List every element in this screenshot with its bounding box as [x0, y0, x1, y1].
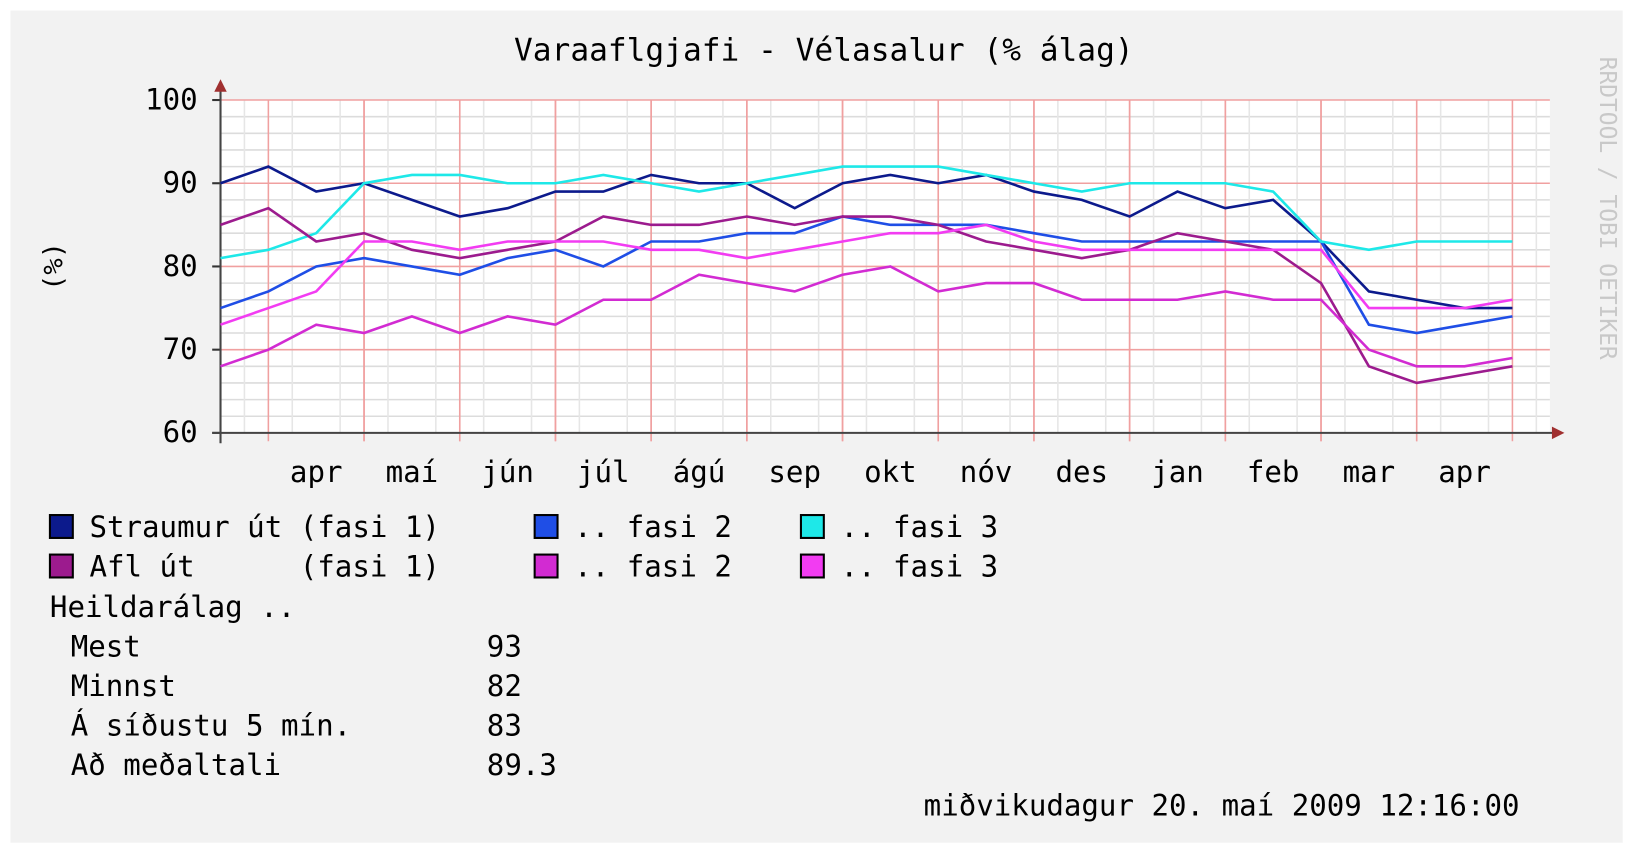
- legend-label: .. fasi 3: [840, 510, 998, 544]
- legend-label: .. fasi 3: [840, 549, 998, 583]
- series-line: [220, 206, 1513, 385]
- stats-heading: Heildarálag ..: [50, 590, 295, 624]
- series-line: [220, 215, 1513, 335]
- y-tick-label: 70: [163, 332, 198, 366]
- x-tick-label: feb: [1247, 455, 1300, 489]
- x-tick-label: apr: [290, 455, 343, 489]
- x-tick-label: mar: [1343, 455, 1396, 489]
- stats-value: 93: [487, 630, 522, 664]
- stats-label: Minnst: [71, 669, 176, 703]
- legend-label: .. fasi 2: [574, 510, 732, 544]
- legend-swatch: [799, 514, 825, 539]
- stats-value: 82: [487, 669, 522, 703]
- legend-swatch: [533, 514, 559, 539]
- x-tick-label: ágú: [673, 455, 726, 489]
- x-tick-label: júl: [577, 455, 630, 489]
- series-line: [220, 165, 1513, 310]
- legend-label: Straumur út (fasi 1): [89, 510, 440, 544]
- y-tick-label: 90: [163, 166, 198, 200]
- legend-swatch: [799, 553, 825, 579]
- y-tick-label: 100: [145, 82, 198, 116]
- y-axis-arrow: [214, 79, 227, 92]
- stats-value: 89.3: [487, 748, 557, 782]
- legend-label: .. fasi 2: [574, 549, 732, 583]
- x-tick-label: okt: [864, 455, 917, 489]
- legend-swatch: [48, 553, 74, 579]
- stats-label: Mest: [71, 630, 141, 664]
- x-tick-label: sep: [768, 455, 821, 489]
- legend-label: Afl út (fasi 1): [89, 549, 440, 583]
- watermark: RRDTOOL / TOBI OETIKER: [1594, 57, 1620, 360]
- x-tick-label: apr: [1438, 455, 1491, 489]
- stats-value: 83: [487, 709, 522, 743]
- stats-label: Að meðaltali: [71, 748, 281, 782]
- legend-swatch: [533, 553, 559, 579]
- stats-label: Á síðustu 5 mín.: [71, 709, 351, 743]
- x-axis-arrow: [1551, 426, 1565, 440]
- x-tick-label: jan: [1151, 455, 1204, 489]
- x-tick-label: nóv: [960, 455, 1013, 489]
- y-tick-label: 80: [163, 249, 198, 283]
- x-tick-label: maí: [386, 455, 439, 489]
- series-line: [220, 165, 1513, 260]
- y-tick-label: 60: [163, 415, 198, 449]
- x-tick-label: des: [1055, 455, 1108, 489]
- timestamp: miðvikudagur 20. maí 2009 12:16:00: [924, 789, 1520, 823]
- y-axis-label: (%): [38, 242, 69, 291]
- series-line: [220, 223, 1513, 326]
- x-tick-label: jún: [481, 455, 534, 489]
- series-line: [220, 265, 1513, 368]
- legend-swatch: [48, 514, 74, 539]
- chart-title: Varaaflgjafi - Vélasalur (% álag): [514, 32, 1134, 68]
